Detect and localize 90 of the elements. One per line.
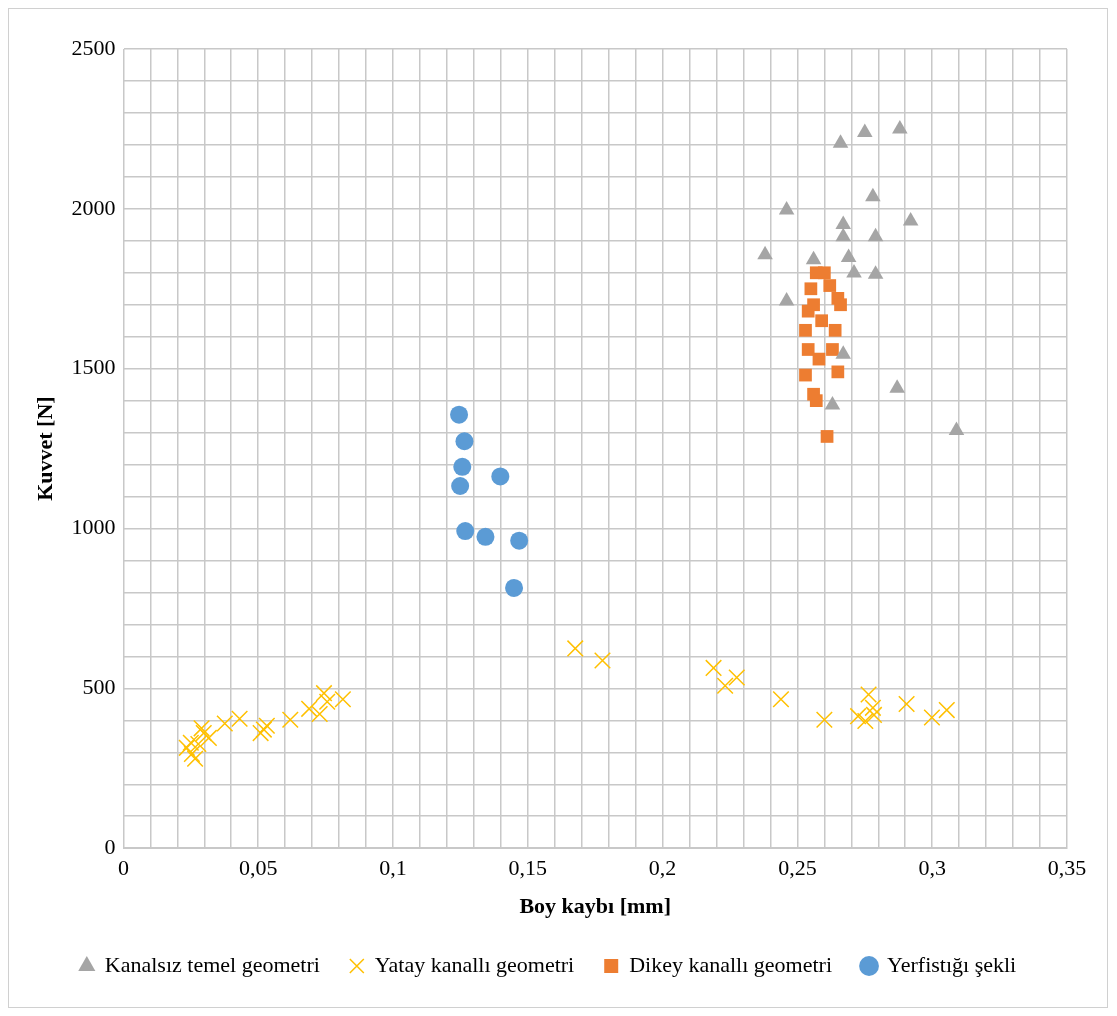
point <box>315 684 333 702</box>
point <box>923 708 941 726</box>
point <box>258 717 276 735</box>
y-axis-title: Kuvvet [N] <box>31 396 57 501</box>
legend-label: Dikey kanallı geometri <box>629 951 833 977</box>
point <box>334 690 352 708</box>
legend-label: Yerfistığı şekli <box>887 951 1017 977</box>
point <box>889 379 905 393</box>
point <box>826 343 839 356</box>
point <box>815 711 833 729</box>
point <box>820 430 834 443</box>
point <box>846 264 862 278</box>
point <box>867 265 884 279</box>
point <box>824 396 841 410</box>
point <box>860 685 878 703</box>
point <box>818 266 831 280</box>
point <box>807 298 820 312</box>
point <box>178 739 196 757</box>
point <box>857 123 873 137</box>
point <box>455 432 474 451</box>
point <box>799 368 812 382</box>
point <box>805 250 822 265</box>
point <box>865 706 883 724</box>
x-tick-label: 0,1 <box>379 855 407 881</box>
y-tick-label: 0 <box>104 833 116 859</box>
point <box>867 227 884 242</box>
y-tick-label: 1500 <box>71 354 116 380</box>
point <box>801 343 815 356</box>
point <box>456 522 475 541</box>
point <box>772 690 790 708</box>
point <box>815 314 829 328</box>
x-tick-label: 0,15 <box>508 855 548 881</box>
point <box>757 245 773 260</box>
point <box>902 211 919 226</box>
point <box>892 119 908 134</box>
point <box>778 291 795 306</box>
point <box>728 668 746 687</box>
x-tick-label: 0,25 <box>778 855 817 881</box>
point <box>505 578 524 597</box>
y-tick-label: 1000 <box>71 514 116 540</box>
x-tick-label: 0,2 <box>648 855 677 881</box>
point <box>281 711 299 729</box>
point <box>451 477 470 495</box>
point <box>593 652 612 670</box>
point <box>856 712 874 730</box>
point <box>231 710 249 728</box>
point <box>809 394 823 408</box>
x-tick-label: 0,35 <box>1047 855 1087 881</box>
y-tick-label: 500 <box>82 674 116 700</box>
point <box>318 693 336 711</box>
point <box>300 700 318 718</box>
point <box>195 724 213 742</box>
point <box>835 215 852 229</box>
point <box>566 639 584 657</box>
point <box>835 227 852 242</box>
point <box>831 365 845 379</box>
point <box>453 457 472 476</box>
point <box>183 745 201 763</box>
point <box>778 201 795 215</box>
point <box>450 405 469 424</box>
point <box>898 695 916 713</box>
point <box>849 707 867 725</box>
point <box>823 279 837 292</box>
point <box>840 248 857 262</box>
y-tick-label: 2000 <box>71 194 116 220</box>
x-tick-label: 0,3 <box>918 855 946 881</box>
point <box>835 345 852 359</box>
point <box>716 677 734 695</box>
legend-label: Kanalsız temel geometri <box>104 951 320 977</box>
point <box>182 734 200 752</box>
point <box>948 421 965 435</box>
point <box>865 187 881 202</box>
point <box>491 467 510 486</box>
point <box>311 705 329 723</box>
point <box>828 323 842 337</box>
point <box>804 282 818 296</box>
y-tick-label: 2500 <box>71 34 116 60</box>
x-tick-label: 0,05 <box>238 855 278 881</box>
point <box>834 298 847 312</box>
point <box>510 531 529 550</box>
x-axis-title: Boy kaybı [mm] <box>519 893 671 919</box>
point <box>864 699 882 717</box>
point <box>705 659 723 677</box>
point <box>832 134 849 148</box>
point <box>476 527 495 546</box>
point <box>938 701 956 719</box>
point <box>200 729 218 747</box>
point <box>216 715 234 733</box>
point <box>799 323 812 337</box>
legend-label: Yatay kanallı geometri <box>374 951 575 977</box>
